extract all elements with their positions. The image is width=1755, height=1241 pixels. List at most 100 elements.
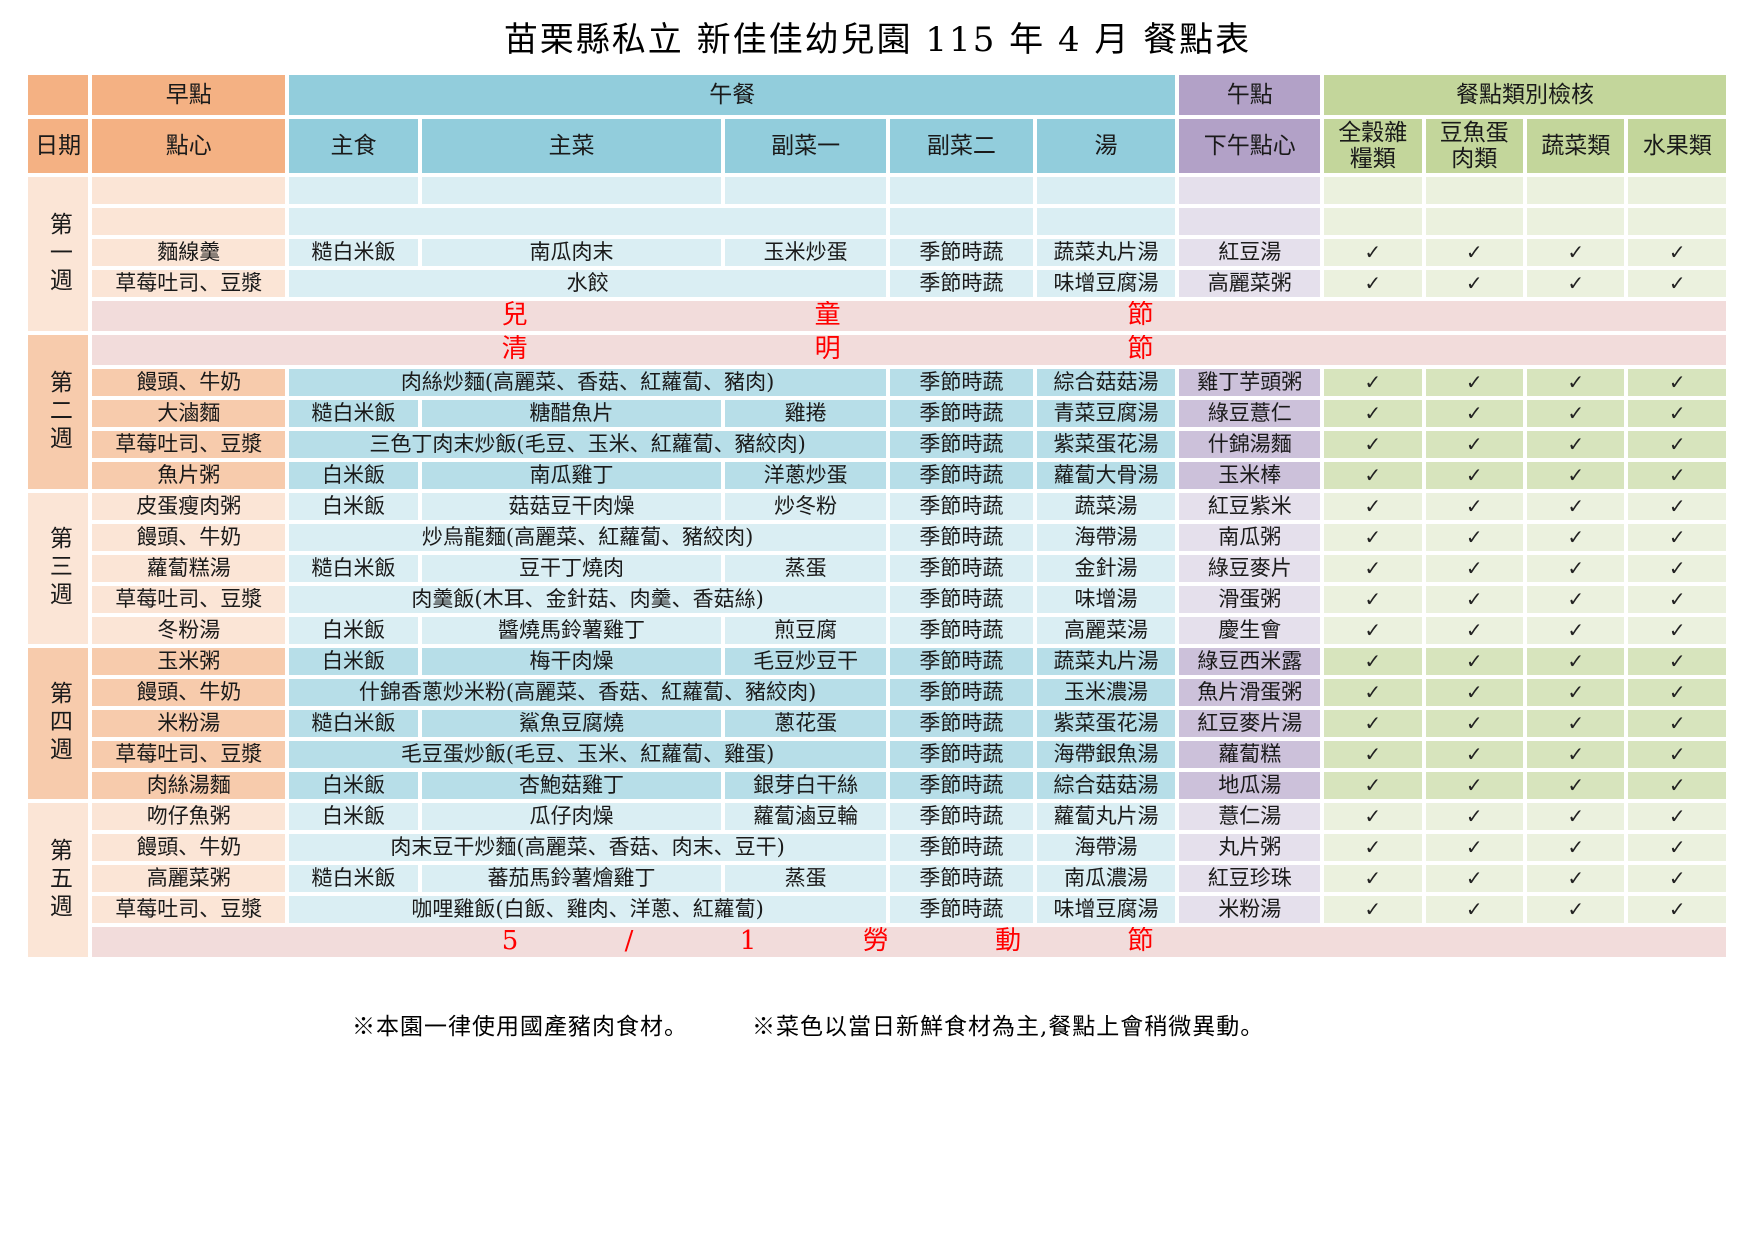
side2-cell: 季節時蔬: [890, 678, 1033, 706]
pm-snack-cell: 玉米棒: [1179, 461, 1321, 489]
staple-cell: [289, 177, 418, 204]
side2-cell: 季節時蔬: [890, 864, 1033, 892]
check-cell: ✓: [1324, 802, 1422, 830]
check-cell: ✓: [1324, 771, 1422, 799]
pm-snack-cell: 什錦湯麵: [1179, 430, 1321, 458]
side1-cell: 蔥花蛋: [725, 709, 887, 737]
holiday-row: 兒童節: [92, 301, 1726, 331]
check-cell: ✓: [1526, 895, 1625, 923]
soup-cell: 蘿蔔丸片湯: [1036, 802, 1176, 830]
check-cell: ✓: [1628, 239, 1726, 266]
check-cell: ✓: [1425, 833, 1523, 861]
soup-cell: 綜合菇菇湯: [1036, 771, 1176, 799]
snack-cell: 肉絲湯麵: [92, 771, 286, 799]
header-cat-protein: 豆魚蛋 肉類: [1425, 119, 1523, 173]
week-label: 第五週: [28, 802, 89, 957]
header-lunch: 午餐: [289, 75, 1176, 115]
header-cat-fruit: 水果類: [1628, 119, 1726, 173]
soup-cell: 蔬菜湯: [1036, 492, 1176, 520]
check-cell: ✓: [1425, 368, 1523, 396]
soup-cell: 味增豆腐湯: [1036, 270, 1176, 297]
snack-cell: 草莓吐司、豆漿: [92, 740, 286, 768]
check-cell: ✓: [1526, 270, 1625, 297]
check-cell: ✓: [1628, 270, 1726, 297]
check-cell: ✓: [1526, 554, 1625, 582]
soup-cell: 蔬菜丸片湯: [1036, 647, 1176, 675]
main-dish-cell: 醬燒馬鈴薯雞丁: [421, 616, 722, 644]
pm-snack-cell: 綠豆西米露: [1179, 647, 1321, 675]
side1-cell: 蒸蛋: [725, 864, 887, 892]
holiday-label: 5/1 勞動節: [501, 926, 1154, 956]
side1-cell: 雞捲: [725, 399, 887, 427]
check-cell: ✓: [1628, 430, 1726, 458]
side2-cell: 季節時蔬: [890, 647, 1033, 675]
main-dish-cell: 糖醋魚片: [421, 399, 722, 427]
pm-snack-cell: 紅豆紫米: [1179, 492, 1321, 520]
snack-cell: 草莓吐司、豆漿: [92, 585, 286, 613]
soup-cell: 海帶銀魚湯: [1036, 740, 1176, 768]
check-cell: ✓: [1526, 616, 1625, 644]
main-dish-cell: 菇菇豆干肉燥: [421, 492, 722, 520]
check-cell: ✓: [1425, 771, 1523, 799]
check-cell: ✓: [1526, 399, 1625, 427]
soup-cell: 蔬菜丸片湯: [1036, 239, 1176, 266]
snack-cell: 蘿蔔糕湯: [92, 554, 286, 582]
check-cell: ✓: [1324, 368, 1422, 396]
staple-cell: 白米飯: [289, 616, 418, 644]
soup-cell: 蘿蔔大骨湯: [1036, 461, 1176, 489]
check-cell: ✓: [1324, 585, 1422, 613]
side2-cell: 季節時蔬: [890, 740, 1033, 768]
pm-snack-cell: 紅豆麥片湯: [1179, 709, 1321, 737]
check-cell: ✓: [1526, 368, 1625, 396]
staple-cell: 白米飯: [289, 802, 418, 830]
main-dish-cell: 鯊魚豆腐燒: [421, 709, 722, 737]
check-cell: ✓: [1324, 864, 1422, 892]
soup-cell: 玉米濃湯: [1036, 678, 1176, 706]
pm-snack-cell: 魚片滑蛋粥: [1179, 678, 1321, 706]
staple-cell: 白米飯: [289, 771, 418, 799]
pm-snack-cell: 地瓜湯: [1179, 771, 1321, 799]
soup-cell: [1036, 177, 1176, 204]
check-cell: [1324, 208, 1422, 235]
snack-cell: 草莓吐司、豆漿: [92, 270, 286, 297]
check-cell: ✓: [1526, 585, 1625, 613]
soup-cell: 紫菜蛋花湯: [1036, 430, 1176, 458]
footer-note-fresh: ※菜色以當日新鮮食材為主,餐點上會稍微異動。: [752, 1013, 1265, 1040]
menu-table: 早點 午餐 午點 餐點類別檢核 日期 點心 主食 主菜 副菜一 副菜二 湯 下午…: [24, 71, 1730, 961]
main-dish-cell: 南瓜雞丁: [421, 461, 722, 489]
soup-cell: 綜合菇菇湯: [1036, 368, 1176, 396]
check-cell: ✓: [1526, 833, 1625, 861]
check-cell: ✓: [1526, 864, 1625, 892]
check-cell: ✓: [1425, 585, 1523, 613]
side2-cell: 季節時蔬: [890, 430, 1033, 458]
check-cell: ✓: [1324, 492, 1422, 520]
check-cell: ✓: [1324, 461, 1422, 489]
check-cell: ✓: [1425, 554, 1523, 582]
check-cell: ✓: [1628, 678, 1726, 706]
check-cell: ✓: [1324, 430, 1422, 458]
pm-snack-cell: 紅豆珍珠: [1179, 864, 1321, 892]
header-date-blank: [28, 75, 89, 115]
snack-cell: [92, 208, 286, 235]
main-merged-cell: 炒烏龍麵(高麗菜、紅蘿蔔、豬絞肉): [289, 523, 887, 551]
side1-cell: 炒冬粉: [725, 492, 887, 520]
main-merged-cell: 咖哩雞飯(白飯、雞肉、洋蔥、紅蘿蔔): [289, 895, 887, 923]
check-cell: ✓: [1324, 740, 1422, 768]
menu-table-body: 第一週 麵線羹 糙白米飯 南瓜肉末 玉米炒蛋 季節時蔬 蔬菜丸片湯 紅豆湯 ✓ ✓ ✓ ✓ 草莓吐司、豆…: [28, 177, 1726, 957]
soup-cell: 紫菜蛋花湯: [1036, 709, 1176, 737]
check-cell: [1628, 177, 1726, 204]
check-cell: ✓: [1324, 399, 1422, 427]
holiday-row: 5/1 勞動節: [92, 926, 1726, 957]
check-cell: ✓: [1526, 647, 1625, 675]
week-label: 第一週: [28, 177, 89, 331]
check-cell: ✓: [1628, 833, 1726, 861]
side2-cell: [890, 208, 1033, 235]
side1-cell: 蒸蛋: [725, 554, 887, 582]
side1-cell: 蘿蔔滷豆輪: [725, 802, 887, 830]
check-cell: ✓: [1628, 864, 1726, 892]
staple-cell: 白米飯: [289, 461, 418, 489]
holiday-label: 兒童節: [501, 301, 1154, 330]
check-cell: ✓: [1324, 616, 1422, 644]
holiday-row: 清明節: [92, 334, 1726, 365]
check-cell: ✓: [1628, 492, 1726, 520]
